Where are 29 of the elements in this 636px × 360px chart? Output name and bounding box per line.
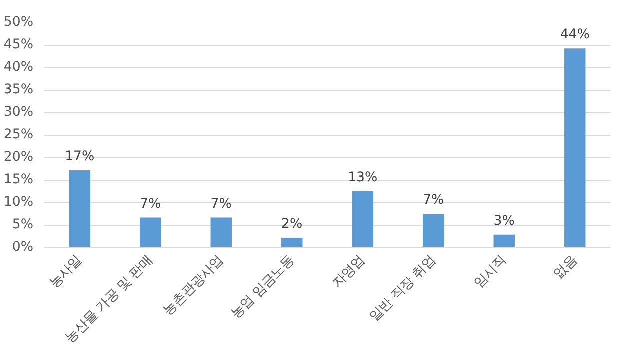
y-tick-label: 45% <box>4 38 34 52</box>
data-label: 7% <box>210 196 232 212</box>
x-tick-label: 일반 직장 취업 <box>367 253 439 325</box>
data-label: 7% <box>423 193 444 208</box>
data-label: 17% <box>65 150 95 165</box>
data-label: 2% <box>282 217 303 232</box>
bar <box>423 214 444 248</box>
data-label: 13% <box>348 170 378 186</box>
y-tick-label: 15% <box>4 172 34 188</box>
bar <box>69 170 90 248</box>
y-tick-label: 10% <box>4 195 34 210</box>
y-tick-label: 25% <box>4 128 34 142</box>
bar <box>210 218 232 248</box>
bar <box>282 238 303 248</box>
data-label: 3% <box>494 214 515 229</box>
y-tick-label: 35% <box>4 82 34 98</box>
bar <box>564 48 586 248</box>
y-tick-label: 0% <box>12 240 34 255</box>
y-tick-label: 30% <box>4 105 34 120</box>
bar <box>352 191 374 248</box>
y-tick-label: 40% <box>4 60 34 75</box>
bar <box>140 218 162 248</box>
data-label: 44% <box>560 28 590 43</box>
bar <box>494 234 515 248</box>
y-tick-label: 5% <box>12 218 34 232</box>
x-tick-label: 없음 <box>551 253 580 282</box>
y-tick-label: 50% <box>4 15 34 30</box>
data-label: 7% <box>140 196 162 212</box>
y-tick-label: 20% <box>4 150 34 165</box>
